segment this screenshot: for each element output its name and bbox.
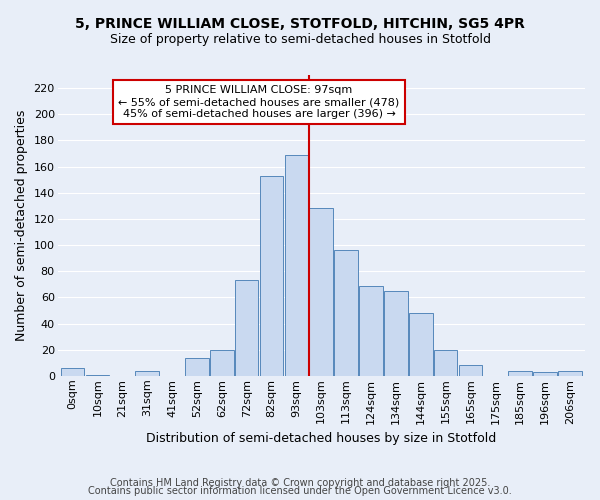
Y-axis label: Number of semi-detached properties: Number of semi-detached properties	[15, 110, 28, 341]
Bar	[260, 176, 283, 376]
Bar	[86, 374, 109, 376]
Bar	[235, 280, 259, 376]
Text: Contains HM Land Registry data © Crown copyright and database right 2025.: Contains HM Land Registry data © Crown c…	[110, 478, 490, 488]
Bar	[185, 358, 209, 376]
Bar	[409, 313, 433, 376]
Text: Size of property relative to semi-detached houses in Stotfold: Size of property relative to semi-detach…	[110, 32, 491, 46]
Text: 5 PRINCE WILLIAM CLOSE: 97sqm
← 55% of semi-detached houses are smaller (478)
45: 5 PRINCE WILLIAM CLOSE: 97sqm ← 55% of s…	[118, 86, 400, 118]
Bar	[61, 368, 85, 376]
Bar	[558, 370, 582, 376]
Bar	[310, 208, 333, 376]
Bar	[334, 250, 358, 376]
Text: Contains public sector information licensed under the Open Government Licence v3: Contains public sector information licen…	[88, 486, 512, 496]
Bar	[533, 372, 557, 376]
X-axis label: Distribution of semi-detached houses by size in Stotfold: Distribution of semi-detached houses by …	[146, 432, 496, 445]
Bar	[136, 370, 159, 376]
Bar	[359, 286, 383, 376]
Bar	[210, 350, 233, 376]
Bar	[459, 366, 482, 376]
Bar	[434, 350, 457, 376]
Text: 5, PRINCE WILLIAM CLOSE, STOTFOLD, HITCHIN, SG5 4PR: 5, PRINCE WILLIAM CLOSE, STOTFOLD, HITCH…	[75, 18, 525, 32]
Bar	[508, 370, 532, 376]
Bar	[384, 291, 408, 376]
Bar	[284, 155, 308, 376]
